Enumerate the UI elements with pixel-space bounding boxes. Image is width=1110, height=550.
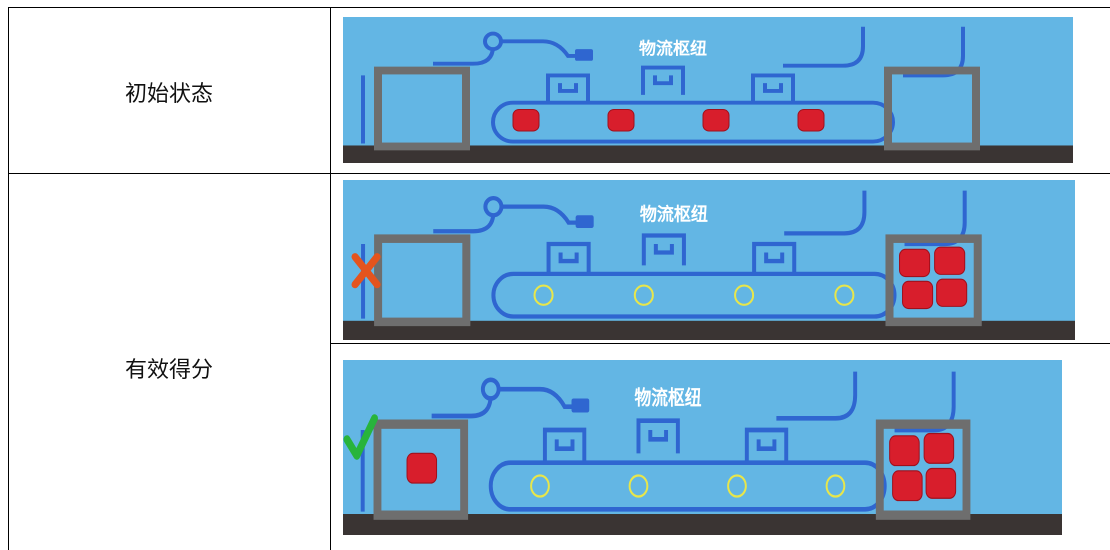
sign-text: 物流枢纽 — [640, 204, 709, 226]
red-cube — [797, 108, 825, 132]
red-cube — [892, 470, 923, 502]
belt-ring — [533, 284, 554, 306]
belt-ring — [727, 474, 747, 498]
station — [542, 427, 587, 463]
conveyor — [491, 100, 895, 144]
track-line — [360, 371, 956, 512]
track-line — [361, 190, 967, 319]
frame — [885, 234, 982, 327]
track-node — [483, 31, 503, 52]
frame — [374, 66, 470, 151]
conveyor — [491, 271, 897, 319]
red-cube — [923, 432, 955, 464]
red-cube — [607, 108, 635, 132]
red-cube — [925, 467, 957, 499]
red-cube — [899, 248, 931, 278]
red-cube — [902, 280, 934, 310]
photo: 物流枢纽 — [343, 180, 1075, 340]
frame — [884, 66, 980, 151]
frame — [373, 419, 469, 520]
belt-ring — [734, 284, 755, 306]
red-cube — [936, 278, 968, 307]
belt-ring — [633, 284, 654, 306]
photo: 物流枢纽 — [343, 360, 1062, 535]
belt-ring — [825, 474, 846, 498]
track-tag — [571, 398, 590, 413]
row-label: 有效得分 — [124, 358, 213, 383]
station — [751, 73, 795, 103]
row-label: 初始状态 — [124, 82, 213, 107]
sign-text: 物流枢纽 — [635, 386, 702, 410]
track-tag — [575, 215, 594, 228]
table-border — [8, 7, 1110, 8]
check-icon — [343, 414, 378, 460]
conveyor — [488, 460, 887, 512]
track-line — [361, 26, 965, 144]
station — [752, 241, 797, 274]
belt-ring — [834, 284, 855, 306]
sign-text: 物流枢纽 — [639, 38, 707, 58]
red-cube — [889, 435, 920, 467]
track-tag — [575, 49, 593, 61]
red-cube — [406, 452, 438, 484]
table-border — [330, 343, 1110, 344]
station — [744, 427, 789, 463]
red-cube — [934, 246, 966, 275]
station — [641, 65, 685, 95]
photo: 物流枢纽 — [343, 17, 1073, 163]
station — [546, 73, 590, 103]
cross-icon — [351, 253, 381, 289]
track-node — [480, 377, 501, 401]
red-cube — [512, 108, 540, 132]
red-cube — [702, 108, 730, 132]
frame — [875, 419, 971, 520]
table-border — [8, 173, 1110, 174]
belt-ring — [628, 474, 649, 498]
belt-ring — [530, 474, 550, 498]
station — [641, 233, 686, 266]
table-border — [8, 7, 9, 550]
station — [636, 418, 680, 454]
track-node — [483, 196, 504, 218]
station — [546, 241, 591, 274]
table-border — [330, 7, 331, 550]
